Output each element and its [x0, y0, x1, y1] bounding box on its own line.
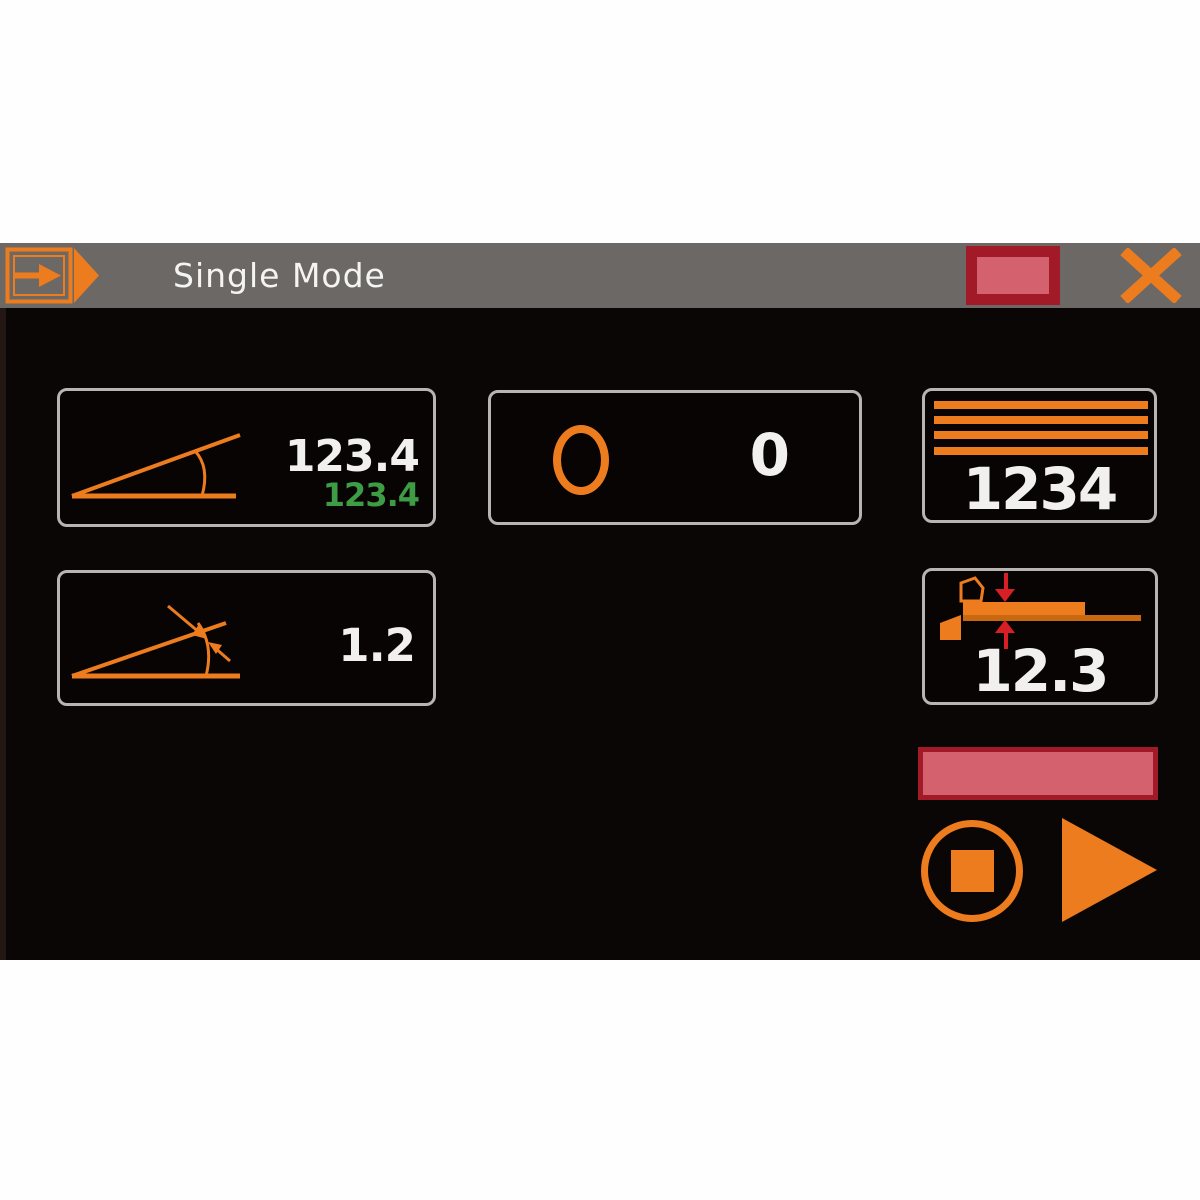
hmi-panel: Single Mode 123.4 123.4 — [0, 243, 1200, 960]
piece-counter-field[interactable]: 0 — [488, 390, 862, 525]
quantity-value: 1234 — [962, 455, 1118, 523]
stop-square-icon — [950, 850, 994, 892]
thickness-field[interactable]: 12.3 — [922, 568, 1158, 705]
angle-correction-value: 1.2 — [338, 619, 416, 672]
bend-angle-icon — [71, 433, 241, 499]
stop-button[interactable] — [921, 820, 1023, 922]
enter-arrow-icon — [5, 247, 99, 304]
angle-correction-icon — [71, 604, 240, 679]
screen-edge-shadow — [0, 308, 6, 960]
close-button[interactable] — [1118, 248, 1184, 303]
page-title: Single Mode — [173, 256, 386, 295]
sheet-stack-icon — [934, 401, 1148, 455]
quantity-field[interactable]: 1234 — [922, 388, 1157, 523]
sheet-thickness-icon — [940, 573, 1141, 649]
thickness-value: 12.3 — [972, 637, 1109, 705]
emergency-stop-indicator-button[interactable] — [966, 246, 1060, 305]
angle-correction-field[interactable]: 1.2 — [57, 570, 436, 706]
close-x-icon — [1120, 248, 1182, 303]
title-bar: Single Mode — [0, 243, 1200, 308]
start-button[interactable] — [1062, 818, 1158, 922]
counter-ring-icon — [553, 425, 609, 495]
mode-enter-button[interactable] — [5, 247, 99, 304]
red-status-bar-button[interactable] — [918, 747, 1158, 800]
play-triangle-icon — [1062, 818, 1157, 922]
piece-counter-value: 0 — [749, 421, 790, 489]
bend-angle-set-value: 123.4 — [284, 431, 420, 482]
bend-angle-actual-value: 123.4 — [322, 476, 420, 514]
bend-angle-field[interactable]: 123.4 123.4 — [57, 388, 436, 527]
bend-angle-values: 123.4 123.4 — [284, 431, 420, 514]
